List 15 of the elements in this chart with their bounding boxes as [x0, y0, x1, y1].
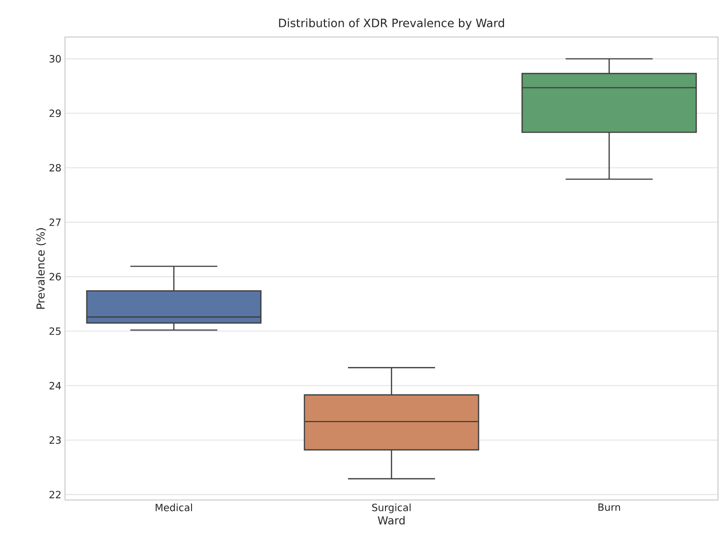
chart-title: Distribution of XDR Prevalence by Ward: [279, 18, 504, 30]
y-tick-label: 29: [50, 109, 61, 118]
y-tick-label: 26: [50, 272, 61, 280]
y-tick-label: 23: [50, 436, 61, 444]
x-tick-label: Burn: [598, 504, 620, 511]
y-tick-label: 28: [50, 164, 61, 172]
y-tick-label: 24: [50, 382, 61, 390]
x-tick-label: Surgical: [372, 504, 411, 514]
y-tick-label: 27: [50, 218, 61, 226]
y-tick-label: 30: [50, 55, 61, 63]
y-axis-title: Prevalence (%): [36, 228, 46, 309]
x-tick-label: Medical: [156, 504, 192, 512]
y-tick-label: 25: [50, 327, 61, 335]
y-tick-label: 22: [50, 490, 60, 498]
x-axis-title: Ward: [378, 516, 405, 524]
